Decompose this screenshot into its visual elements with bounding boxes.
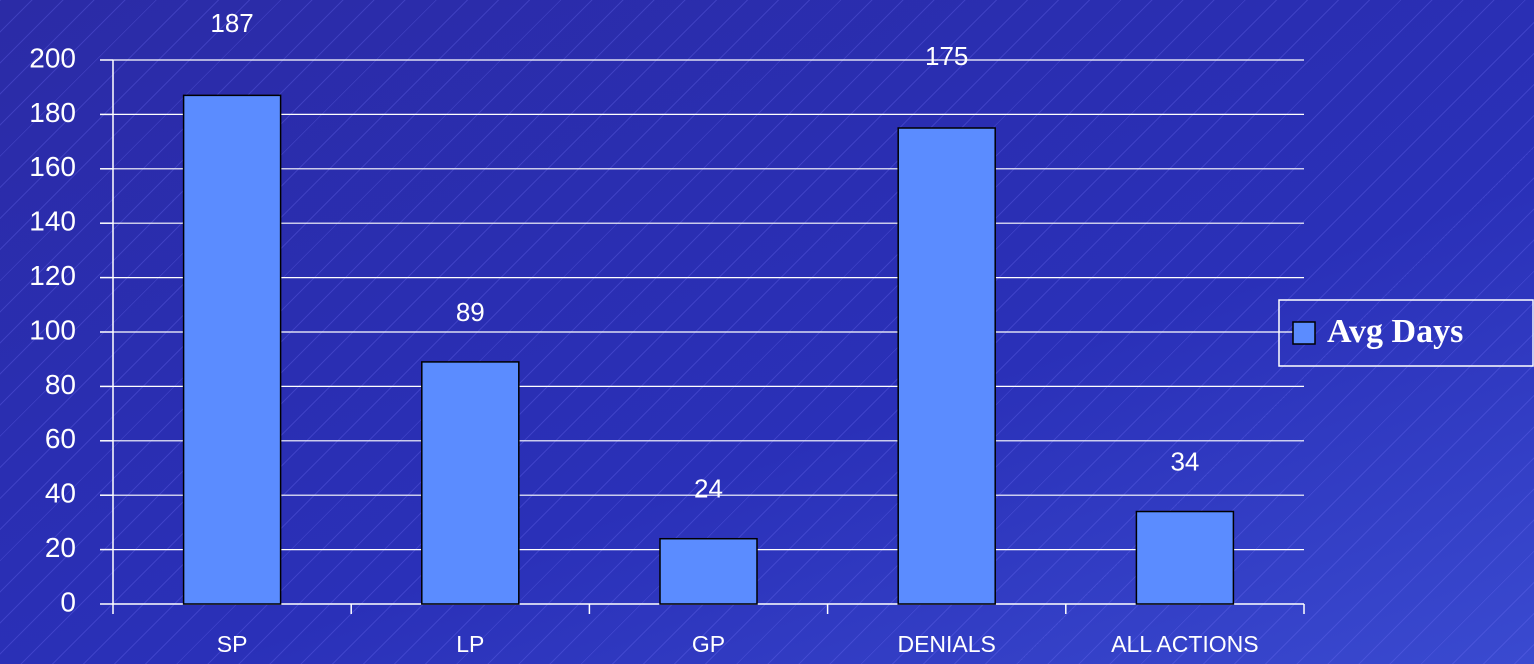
value-label: 34 xyxy=(1170,446,1199,476)
x-tick-label: DENIALS xyxy=(897,631,995,657)
legend-label: Avg Days xyxy=(1327,313,1463,350)
y-tick-label: 80 xyxy=(45,369,76,400)
bar xyxy=(659,537,758,605)
value-label: 24 xyxy=(694,474,723,504)
bar xyxy=(897,127,996,605)
y-tick-label: 0 xyxy=(60,586,76,617)
y-tick-label: 200 xyxy=(29,42,76,73)
y-tick-label: 60 xyxy=(45,423,76,454)
x-tick-label: SP xyxy=(217,631,248,657)
y-tick-label: 20 xyxy=(45,532,76,563)
x-tick-label: ALL ACTIONS xyxy=(1111,631,1258,657)
value-label: 89 xyxy=(456,297,485,327)
x-tick-label: GP xyxy=(692,631,725,657)
value-label: 187 xyxy=(210,8,253,38)
bar xyxy=(421,361,520,605)
y-tick-label: 180 xyxy=(29,97,76,128)
y-tick-label: 40 xyxy=(45,478,76,509)
y-tick-label: 140 xyxy=(29,206,76,237)
bar xyxy=(1135,510,1235,605)
y-tick-label: 120 xyxy=(29,260,76,291)
y-tick-label: 160 xyxy=(29,151,76,182)
x-tick-label: LP xyxy=(456,631,484,657)
value-label: 175 xyxy=(925,41,968,71)
y-tick-label: 100 xyxy=(29,314,76,345)
bar xyxy=(182,94,282,605)
legend-box xyxy=(1278,299,1534,367)
legend-swatch xyxy=(1292,321,1316,345)
